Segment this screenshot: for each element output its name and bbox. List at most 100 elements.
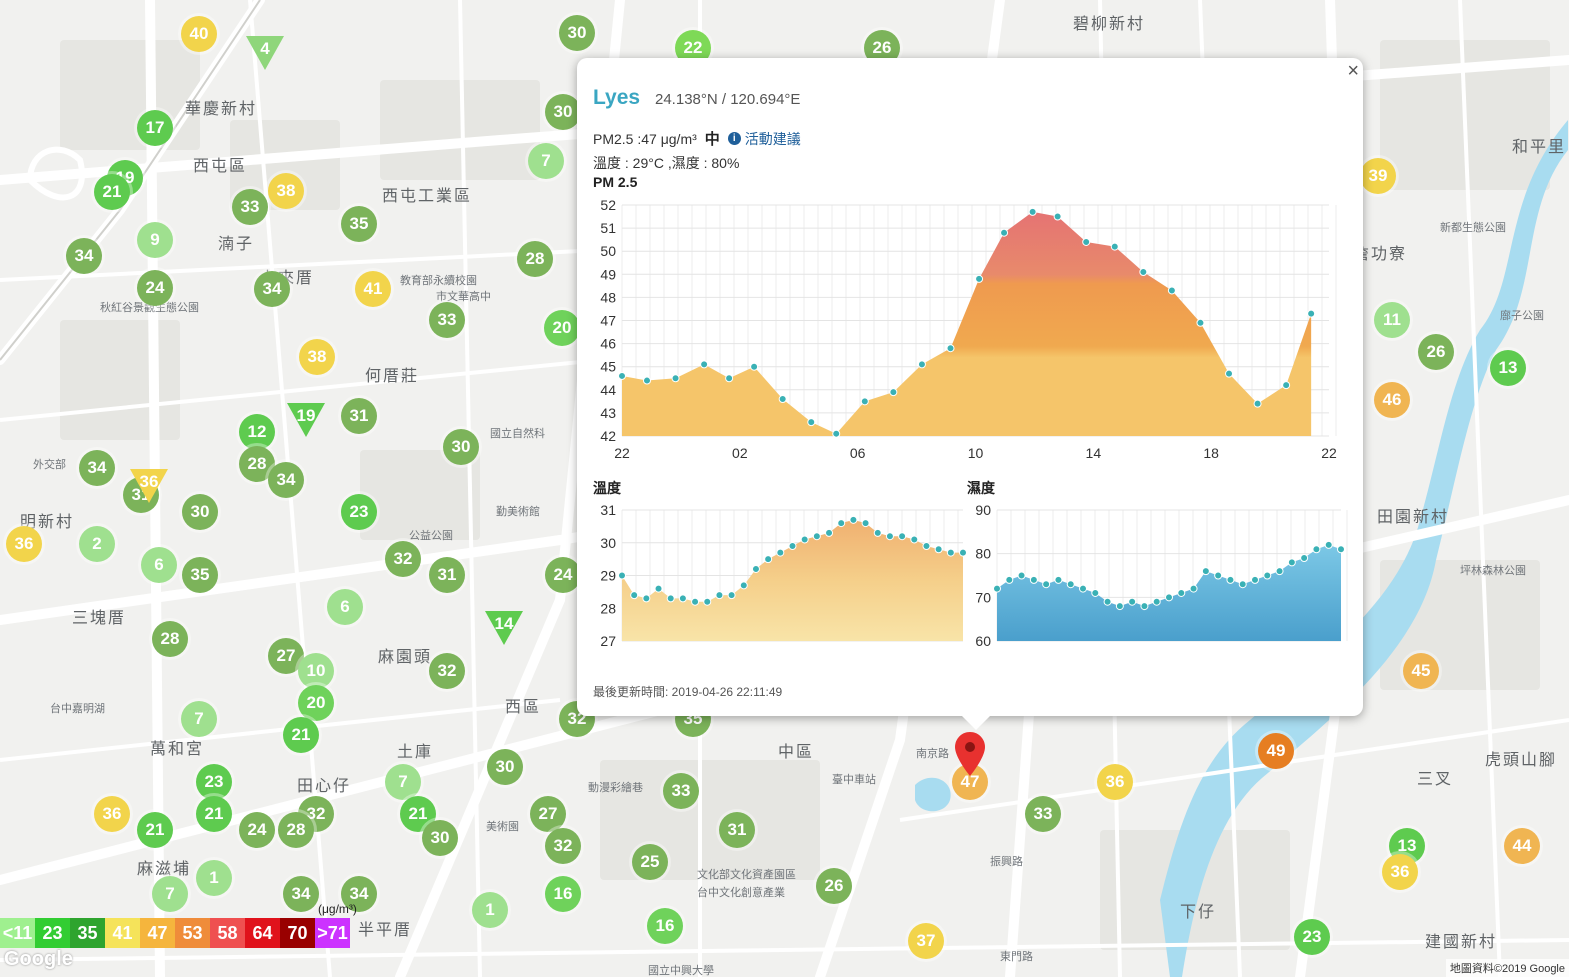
station-marker[interactable]: 36 bbox=[94, 796, 130, 832]
station-marker[interactable]: 23 bbox=[196, 764, 232, 800]
marker-value: 41 bbox=[363, 279, 383, 298]
station-marker[interactable]: 27 bbox=[530, 796, 566, 832]
activity-advice-link[interactable]: i 活動建議 bbox=[727, 129, 801, 149]
station-marker[interactable]: 30 bbox=[487, 749, 523, 785]
station-marker[interactable]: 23 bbox=[1294, 919, 1330, 955]
station-marker[interactable]: 23 bbox=[341, 494, 377, 530]
series-area bbox=[622, 211, 1312, 436]
marker-value: 28 bbox=[160, 629, 180, 648]
station-marker[interactable]: 26 bbox=[864, 30, 900, 66]
station-marker[interactable]: 33 bbox=[1025, 796, 1061, 832]
station-marker[interactable]: 31 bbox=[429, 557, 465, 593]
data-point bbox=[1139, 267, 1148, 276]
station-marker[interactable]: 34 bbox=[254, 271, 290, 307]
data-point bbox=[1282, 381, 1291, 390]
station-marker[interactable]: 13 bbox=[1490, 350, 1526, 386]
station-marker[interactable]: 1 bbox=[472, 892, 508, 928]
station-marker[interactable]: 11 bbox=[1374, 302, 1410, 338]
marker-value: 36 bbox=[1390, 862, 1410, 881]
selected-station-pin-icon[interactable] bbox=[955, 732, 985, 776]
station-marker[interactable]: 24 bbox=[545, 557, 581, 593]
station-marker[interactable]: 34 bbox=[79, 450, 115, 486]
humidity-chart[interactable]: 60 70 80 90 bbox=[961, 498, 1351, 648]
station-marker[interactable]: 21 bbox=[283, 717, 319, 753]
station-marker[interactable]: 25 bbox=[632, 844, 668, 880]
data-point bbox=[800, 535, 809, 544]
station-marker[interactable]: 32 bbox=[429, 653, 465, 689]
station-marker[interactable]: 9 bbox=[137, 222, 173, 258]
station-coordinates: 24.138°N / 120.694°E bbox=[655, 91, 801, 108]
station-marker[interactable]: 30 bbox=[545, 94, 581, 130]
station-marker[interactable]: 20 bbox=[544, 310, 580, 346]
station-marker[interactable]: 32 bbox=[385, 541, 421, 577]
station-marker[interactable]: 34 bbox=[283, 876, 319, 912]
station-marker[interactable]: 38 bbox=[299, 339, 335, 375]
station-marker[interactable]: 34 bbox=[268, 462, 304, 498]
station-marker[interactable]: 10 bbox=[298, 653, 334, 689]
station-marker[interactable]: 16 bbox=[545, 876, 581, 912]
station-marker[interactable]: 12 bbox=[239, 414, 275, 450]
station-marker[interactable]: 20 bbox=[298, 685, 334, 721]
station-marker[interactable]: 45 bbox=[1403, 653, 1439, 689]
station-marker[interactable]: 30 bbox=[443, 429, 479, 465]
station-marker[interactable]: 1 bbox=[196, 860, 232, 896]
station-marker[interactable]: 33 bbox=[232, 189, 268, 225]
station-marker[interactable]: 31 bbox=[341, 398, 377, 434]
station-marker[interactable]: 32 bbox=[545, 828, 581, 864]
station-marker[interactable]: 35 bbox=[341, 206, 377, 242]
station-marker[interactable]: 33 bbox=[429, 302, 465, 338]
station-marker[interactable]: 30 bbox=[182, 494, 218, 530]
station-marker[interactable]: 46 bbox=[1374, 382, 1410, 418]
station-marker[interactable]: 30 bbox=[559, 15, 595, 51]
station-marker[interactable]: 21 bbox=[400, 796, 436, 832]
station-marker[interactable]: 28 bbox=[517, 241, 553, 277]
station-marker[interactable]: 41 bbox=[355, 271, 391, 307]
station-marker[interactable]: 6 bbox=[327, 589, 363, 625]
station-marker[interactable]: 17 bbox=[137, 110, 173, 146]
station-marker[interactable]: 36 bbox=[1382, 854, 1418, 890]
station-marker[interactable]: 28 bbox=[152, 621, 188, 657]
station-marker[interactable]: 40 bbox=[181, 16, 217, 52]
station-marker[interactable]: 35 bbox=[182, 557, 218, 593]
station-marker[interactable]: 34 bbox=[341, 876, 377, 912]
data-point bbox=[642, 594, 651, 603]
station-marker[interactable]: 36 bbox=[6, 526, 42, 562]
data-point bbox=[618, 371, 626, 380]
station-marker[interactable]: 24 bbox=[137, 270, 173, 306]
station-marker[interactable]: 21 bbox=[94, 174, 130, 210]
data-point bbox=[1066, 580, 1075, 589]
station-marker[interactable]: 26 bbox=[1418, 334, 1454, 370]
marker-value: 30 bbox=[451, 437, 471, 456]
station-marker[interactable]: 21 bbox=[137, 812, 173, 848]
station-marker[interactable]: 7 bbox=[181, 701, 217, 737]
data-point bbox=[1214, 571, 1223, 580]
station-marker[interactable]: 38 bbox=[268, 173, 304, 209]
station-marker[interactable]: 2 bbox=[79, 526, 115, 562]
station-marker[interactable]: 36 bbox=[1097, 764, 1133, 800]
station-marker[interactable]: 31 bbox=[719, 812, 755, 848]
station-marker[interactable]: 7 bbox=[385, 764, 421, 800]
station-marker[interactable]: 7 bbox=[152, 876, 188, 912]
map-copyright[interactable]: 地圖資料©2019 Google bbox=[1445, 959, 1569, 977]
station-marker[interactable]: 26 bbox=[816, 868, 852, 904]
pm25-chart[interactable]: 42 43 44 45 46 47 48 49 50 51 52 22 02 06 10 14 18 22 bbox=[587, 193, 1347, 463]
station-marker[interactable]: 28 bbox=[278, 812, 314, 848]
station-marker[interactable]: 21 bbox=[196, 796, 232, 832]
station-marker[interactable]: 16 bbox=[647, 908, 683, 944]
station-marker[interactable]: 34 bbox=[66, 238, 102, 274]
station-marker[interactable]: 39 bbox=[1360, 158, 1396, 194]
temperature-chart[interactable]: 27 28 29 30 31 bbox=[587, 498, 967, 648]
close-button[interactable]: × bbox=[1347, 60, 1359, 82]
station-marker[interactable]: 37 bbox=[908, 923, 944, 959]
series-area bbox=[622, 519, 963, 641]
legend-unit: (μg/m³) bbox=[318, 902, 357, 916]
station-marker[interactable]: 6 bbox=[141, 547, 177, 583]
station-marker[interactable]: 7 bbox=[528, 143, 564, 179]
data-point bbox=[1079, 584, 1087, 593]
station-marker[interactable]: 30 bbox=[422, 820, 458, 856]
station-marker[interactable]: 44 bbox=[1504, 828, 1540, 864]
station-marker[interactable]: 49 bbox=[1258, 733, 1294, 769]
station-marker[interactable]: 33 bbox=[663, 773, 699, 809]
station-marker[interactable]: 24 bbox=[239, 812, 275, 848]
marker-value: 24 bbox=[553, 565, 573, 584]
